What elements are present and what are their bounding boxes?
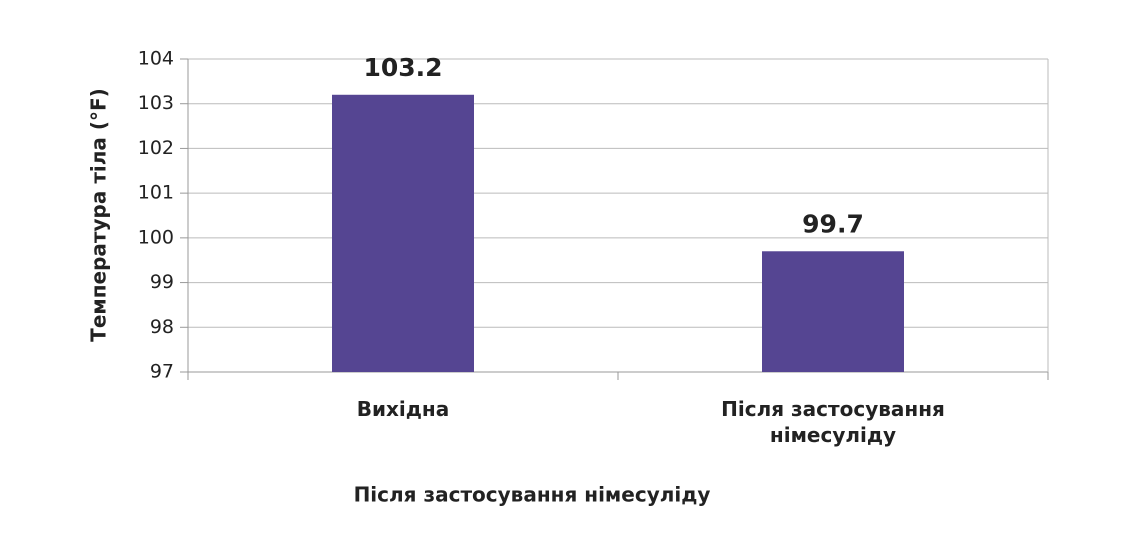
y-tick-label: 103 [138,92,174,114]
y-tick-label: 98 [150,316,174,338]
data-label: 103.2 [363,53,442,82]
y-tick-label: 100 [138,226,174,248]
y-tick-label: 99 [150,271,174,293]
x-axis-label: Після застосування німесуліду [354,483,711,507]
y-tick-label: 97 [150,361,174,383]
y-tick-label: 102 [138,137,174,159]
bar [332,94,474,373]
x-tick-label: Після застосування німесуліду [721,397,945,447]
bar [762,251,904,372]
y-tick-label: 104 [138,48,174,70]
data-label: 99.7 [802,209,864,238]
y-tick-label: 101 [138,182,174,204]
x-tick-label: Вихідна [356,397,450,421]
y-axis-label: Температура тіла (°F) [87,88,111,342]
